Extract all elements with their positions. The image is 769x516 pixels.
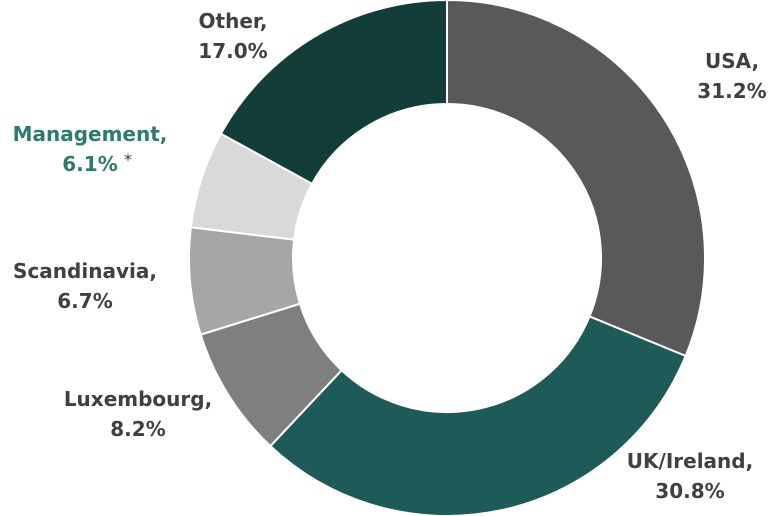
- category-label: USA,: [705, 49, 759, 73]
- value-label: 30.8%: [655, 479, 724, 503]
- slice-label: Scandinavia, 6.7%: [13, 259, 157, 313]
- value-label: 31.2%: [697, 79, 766, 103]
- category-label: Management,: [13, 122, 168, 146]
- value-label: 6.7%: [57, 289, 112, 313]
- category-label: Luxembourg,: [64, 387, 212, 411]
- value-label: 6.1%: [62, 152, 117, 176]
- category-label: Scandinavia,: [13, 259, 157, 283]
- slice: [219, 0, 448, 186]
- slice: [446, 0, 706, 358]
- slice-label: UK/Ireland, 30.8%: [627, 449, 753, 503]
- category-label: Other,: [199, 9, 268, 33]
- annotation: *: [124, 150, 132, 169]
- value-label: 17.0%: [198, 39, 267, 63]
- slice-label: USA, 31.2%: [697, 49, 766, 103]
- slice-label: Management, 6.1%: [13, 122, 168, 176]
- slice-label: Luxembourg, 8.2%: [64, 387, 212, 441]
- category-label: UK/Ireland,: [627, 449, 753, 473]
- slice: [268, 315, 687, 516]
- value-label: 8.2%: [110, 417, 165, 441]
- slice-label: Other, 17.0%: [198, 9, 267, 63]
